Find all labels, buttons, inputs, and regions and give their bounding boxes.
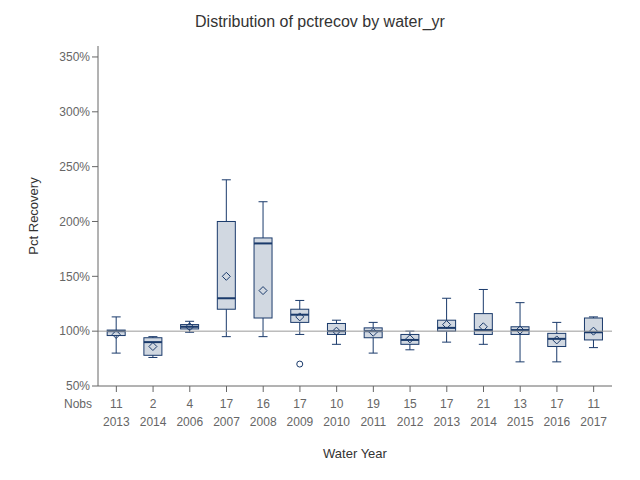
svg-text:Nobs: Nobs <box>64 397 92 411</box>
svg-text:17: 17 <box>440 397 454 411</box>
svg-text:150%: 150% <box>59 270 90 284</box>
svg-text:200%: 200% <box>59 215 90 229</box>
svg-text:15: 15 <box>403 397 417 411</box>
svg-text:2015: 2015 <box>507 415 534 429</box>
svg-text:17: 17 <box>550 397 564 411</box>
svg-text:2011: 2011 <box>360 415 386 429</box>
svg-text:4: 4 <box>186 397 193 411</box>
svg-text:2: 2 <box>150 397 157 411</box>
svg-text:Water Year: Water Year <box>323 446 388 461</box>
svg-text:11: 11 <box>110 397 123 411</box>
svg-text:2006: 2006 <box>176 415 203 429</box>
svg-text:17: 17 <box>220 397 234 411</box>
svg-text:50%: 50% <box>66 379 90 393</box>
svg-text:250%: 250% <box>59 160 90 174</box>
svg-text:2009: 2009 <box>287 415 314 429</box>
svg-text:2010: 2010 <box>323 415 350 429</box>
svg-text:10: 10 <box>330 397 344 411</box>
svg-text:21: 21 <box>477 397 491 411</box>
svg-text:2013: 2013 <box>103 415 130 429</box>
svg-text:2007: 2007 <box>213 415 240 429</box>
svg-text:2013: 2013 <box>433 415 460 429</box>
svg-text:11: 11 <box>587 397 600 411</box>
svg-text:2008: 2008 <box>250 415 277 429</box>
svg-text:2014: 2014 <box>140 415 167 429</box>
svg-text:2016: 2016 <box>544 415 571 429</box>
html-text:Distribution of pctrecov by wa: Distribution of pctrecov by water_yr <box>195 13 445 30</box>
svg-text:19: 19 <box>367 397 381 411</box>
svg-text:100%: 100% <box>59 324 90 338</box>
svg-text:2017: 2017 <box>580 415 607 429</box>
svg-text:Pct Recovery: Pct Recovery <box>26 177 41 255</box>
svg-text:2012: 2012 <box>397 415 424 429</box>
svg-text:17: 17 <box>293 397 307 411</box>
svg-text:2014: 2014 <box>470 415 497 429</box>
svg-text:350%: 350% <box>59 50 90 64</box>
svg-text:300%: 300% <box>59 105 90 119</box>
svg-text:13: 13 <box>514 397 528 411</box>
svg-text:16: 16 <box>257 397 271 411</box>
